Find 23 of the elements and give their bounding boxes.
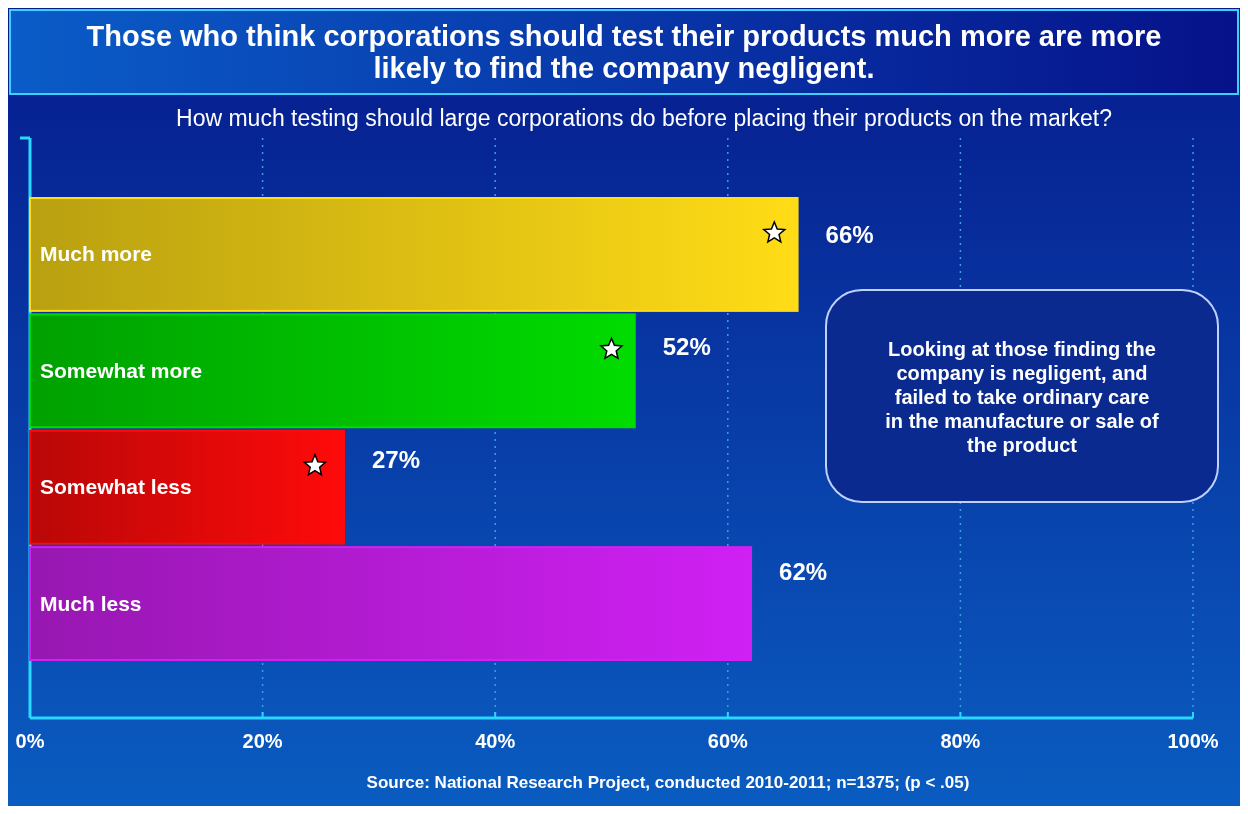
text-box: Looking at those finding the company is negligent, and failed to take ordinary care in the manufacture or sale of the product (825, 289, 1219, 503)
y-tick-label: Somewhat less (40, 475, 192, 499)
bar (29, 429, 346, 545)
x-tick-label: 0% (15, 730, 45, 752)
x-tick-label: 20% (242, 730, 283, 752)
y-tick-label: Much more (40, 242, 153, 266)
data-label: 62% (779, 558, 828, 586)
x-tick-label: 80% (940, 730, 981, 752)
annotation: Looking at those finding the company is negligent, and failed to take ordinary care in the manufacture or sale of the product (885, 338, 1160, 456)
data-label: 52% (662, 333, 711, 361)
x-tick-label: 100% (1167, 730, 1219, 752)
bar (29, 197, 799, 312)
x-tick-label: 60% (707, 730, 749, 752)
source-note: Source: National Research Project, conducted 2010-2011; n=1375; (p < .05) (366, 773, 970, 792)
x-tick-label: 40% (475, 730, 516, 752)
bar (29, 313, 636, 429)
bar (29, 546, 753, 661)
chart-subtitle: How much testing should large corporations do before placing their products on the market? (176, 105, 1112, 131)
y-tick-label: Somewhat more (40, 358, 203, 382)
y-tick-label: Much less (40, 591, 142, 615)
data-label: 66% (825, 221, 874, 248)
chart-title: Those who think corporations should test their products much more are more likely to find the company negligent. (86, 20, 1162, 84)
data-label: 27% (372, 445, 421, 473)
